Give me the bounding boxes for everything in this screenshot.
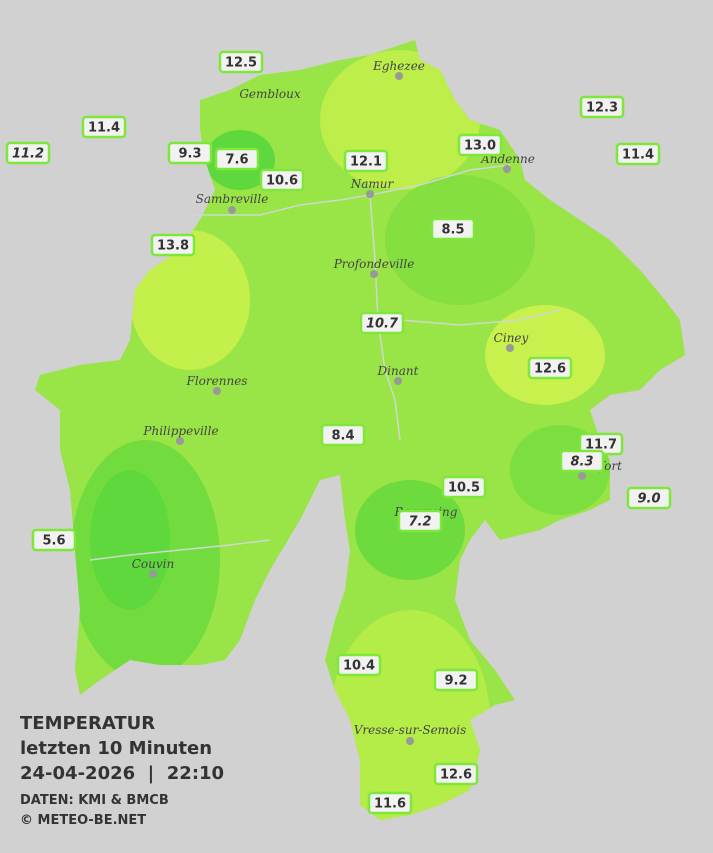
station-value: 11.6: [374, 797, 406, 812]
place: Namur: [350, 177, 395, 191]
station-box: [457, 133, 503, 157]
station: 10.4: [336, 653, 382, 677]
station: 13.8: [150, 233, 196, 257]
station-box: [150, 233, 196, 257]
station: 12.3: [579, 95, 625, 119]
station: 11.6: [367, 791, 413, 815]
station-value: 8.3: [570, 455, 593, 470]
station-box: [343, 149, 389, 173]
station: 9.3: [167, 141, 213, 165]
station: 10.7: [359, 311, 405, 335]
station: 8.5: [430, 217, 476, 241]
station: 9.0: [626, 486, 672, 510]
station-value: 10.7: [366, 317, 399, 332]
station: 11.4: [615, 142, 661, 166]
station: 7.6: [214, 147, 260, 171]
station: 13.0: [457, 133, 503, 157]
station-value: 11.2: [12, 147, 44, 162]
station-value: 9.2: [444, 674, 467, 689]
station: 9.2: [433, 668, 479, 692]
station-box: [615, 142, 661, 166]
legend-subtitle: letzten 10 Minuten: [20, 738, 212, 759]
place: Philippeville: [142, 424, 218, 438]
place: Vresse-sur-Semois: [354, 723, 467, 737]
station-box: [167, 141, 213, 165]
station-value: 13.8: [157, 239, 189, 254]
station-box: [5, 141, 51, 165]
station-value: 12.1: [350, 155, 382, 170]
station-value: 11.7: [585, 438, 617, 453]
legend-copyright: © METEO-BE.NET: [20, 813, 146, 828]
place: Eghezee: [372, 59, 425, 73]
legend-title: TEMPERATUR: [20, 713, 155, 734]
station-box: [441, 475, 487, 499]
station: 12.5: [218, 50, 264, 74]
station-value: 8.4: [331, 429, 354, 444]
station: 10.5: [441, 475, 487, 499]
station-box: [433, 762, 479, 786]
station-box: [31, 528, 77, 552]
station-value: 9.0: [637, 492, 660, 507]
legend-source: DATEN: KMI & BMCB: [20, 793, 169, 808]
place: Profondeville: [333, 257, 415, 271]
station-box: [81, 115, 127, 139]
station-box: [367, 791, 413, 815]
station-value: 8.5: [441, 223, 464, 238]
station-box: [397, 509, 443, 533]
station-value: 12.6: [534, 362, 566, 377]
legend-datetime: 24-04-2026 | 22:10: [20, 763, 224, 784]
station-value: 7.2: [408, 515, 431, 530]
station: 5.6: [31, 528, 77, 552]
station: 7.2: [397, 509, 443, 533]
place: Ciney: [494, 331, 529, 345]
station-value: 10.5: [448, 481, 480, 496]
station: 12.6: [527, 356, 573, 380]
place: Dinant: [377, 364, 419, 378]
station-box: [214, 147, 260, 171]
station: 12.6: [433, 762, 479, 786]
station-box: [359, 311, 405, 335]
station-box: [218, 50, 264, 74]
station-value: 13.0: [464, 139, 496, 154]
station: 10.6: [259, 168, 305, 192]
station-value: 12.3: [586, 101, 618, 116]
station-value: 11.4: [88, 121, 120, 136]
rivers: [89, 164, 561, 561]
place: Couvin: [132, 557, 174, 571]
station-value: 5.6: [42, 534, 65, 549]
place: Florennes: [186, 374, 248, 388]
station-box: [259, 168, 305, 192]
station-box: [579, 95, 625, 119]
station-box: [433, 668, 479, 692]
station-value: 9.3: [178, 147, 201, 162]
station-value: 11.4: [622, 148, 654, 163]
station-box: [430, 217, 476, 241]
station: 8.4: [320, 423, 366, 447]
place: Gembloux: [239, 87, 301, 101]
station-box: [559, 449, 605, 473]
station-box: [320, 423, 366, 447]
station-value: 10.4: [343, 659, 375, 674]
station-value: 12.6: [440, 768, 472, 783]
station-box: [527, 356, 573, 380]
stations: 12.5 11.4 11.2 9.3 7.6 10.6 12.1 13.0 12.3 11.4 13…: [5, 50, 672, 815]
station: 11.2: [5, 141, 51, 165]
station-value: 10.6: [266, 174, 298, 189]
station-box: [336, 653, 382, 677]
legend: TEMPERATUR letzten 10 Minuten 24-04-2026…: [20, 713, 224, 828]
station-box: [626, 486, 672, 510]
station-value: 7.6: [225, 153, 248, 168]
station: 8.3: [559, 449, 605, 473]
station-value: 12.5: [225, 56, 257, 71]
station: 12.1: [343, 149, 389, 173]
place-dots: [149, 72, 586, 745]
station: 11.4: [81, 115, 127, 139]
place: Sambreville: [196, 192, 269, 206]
